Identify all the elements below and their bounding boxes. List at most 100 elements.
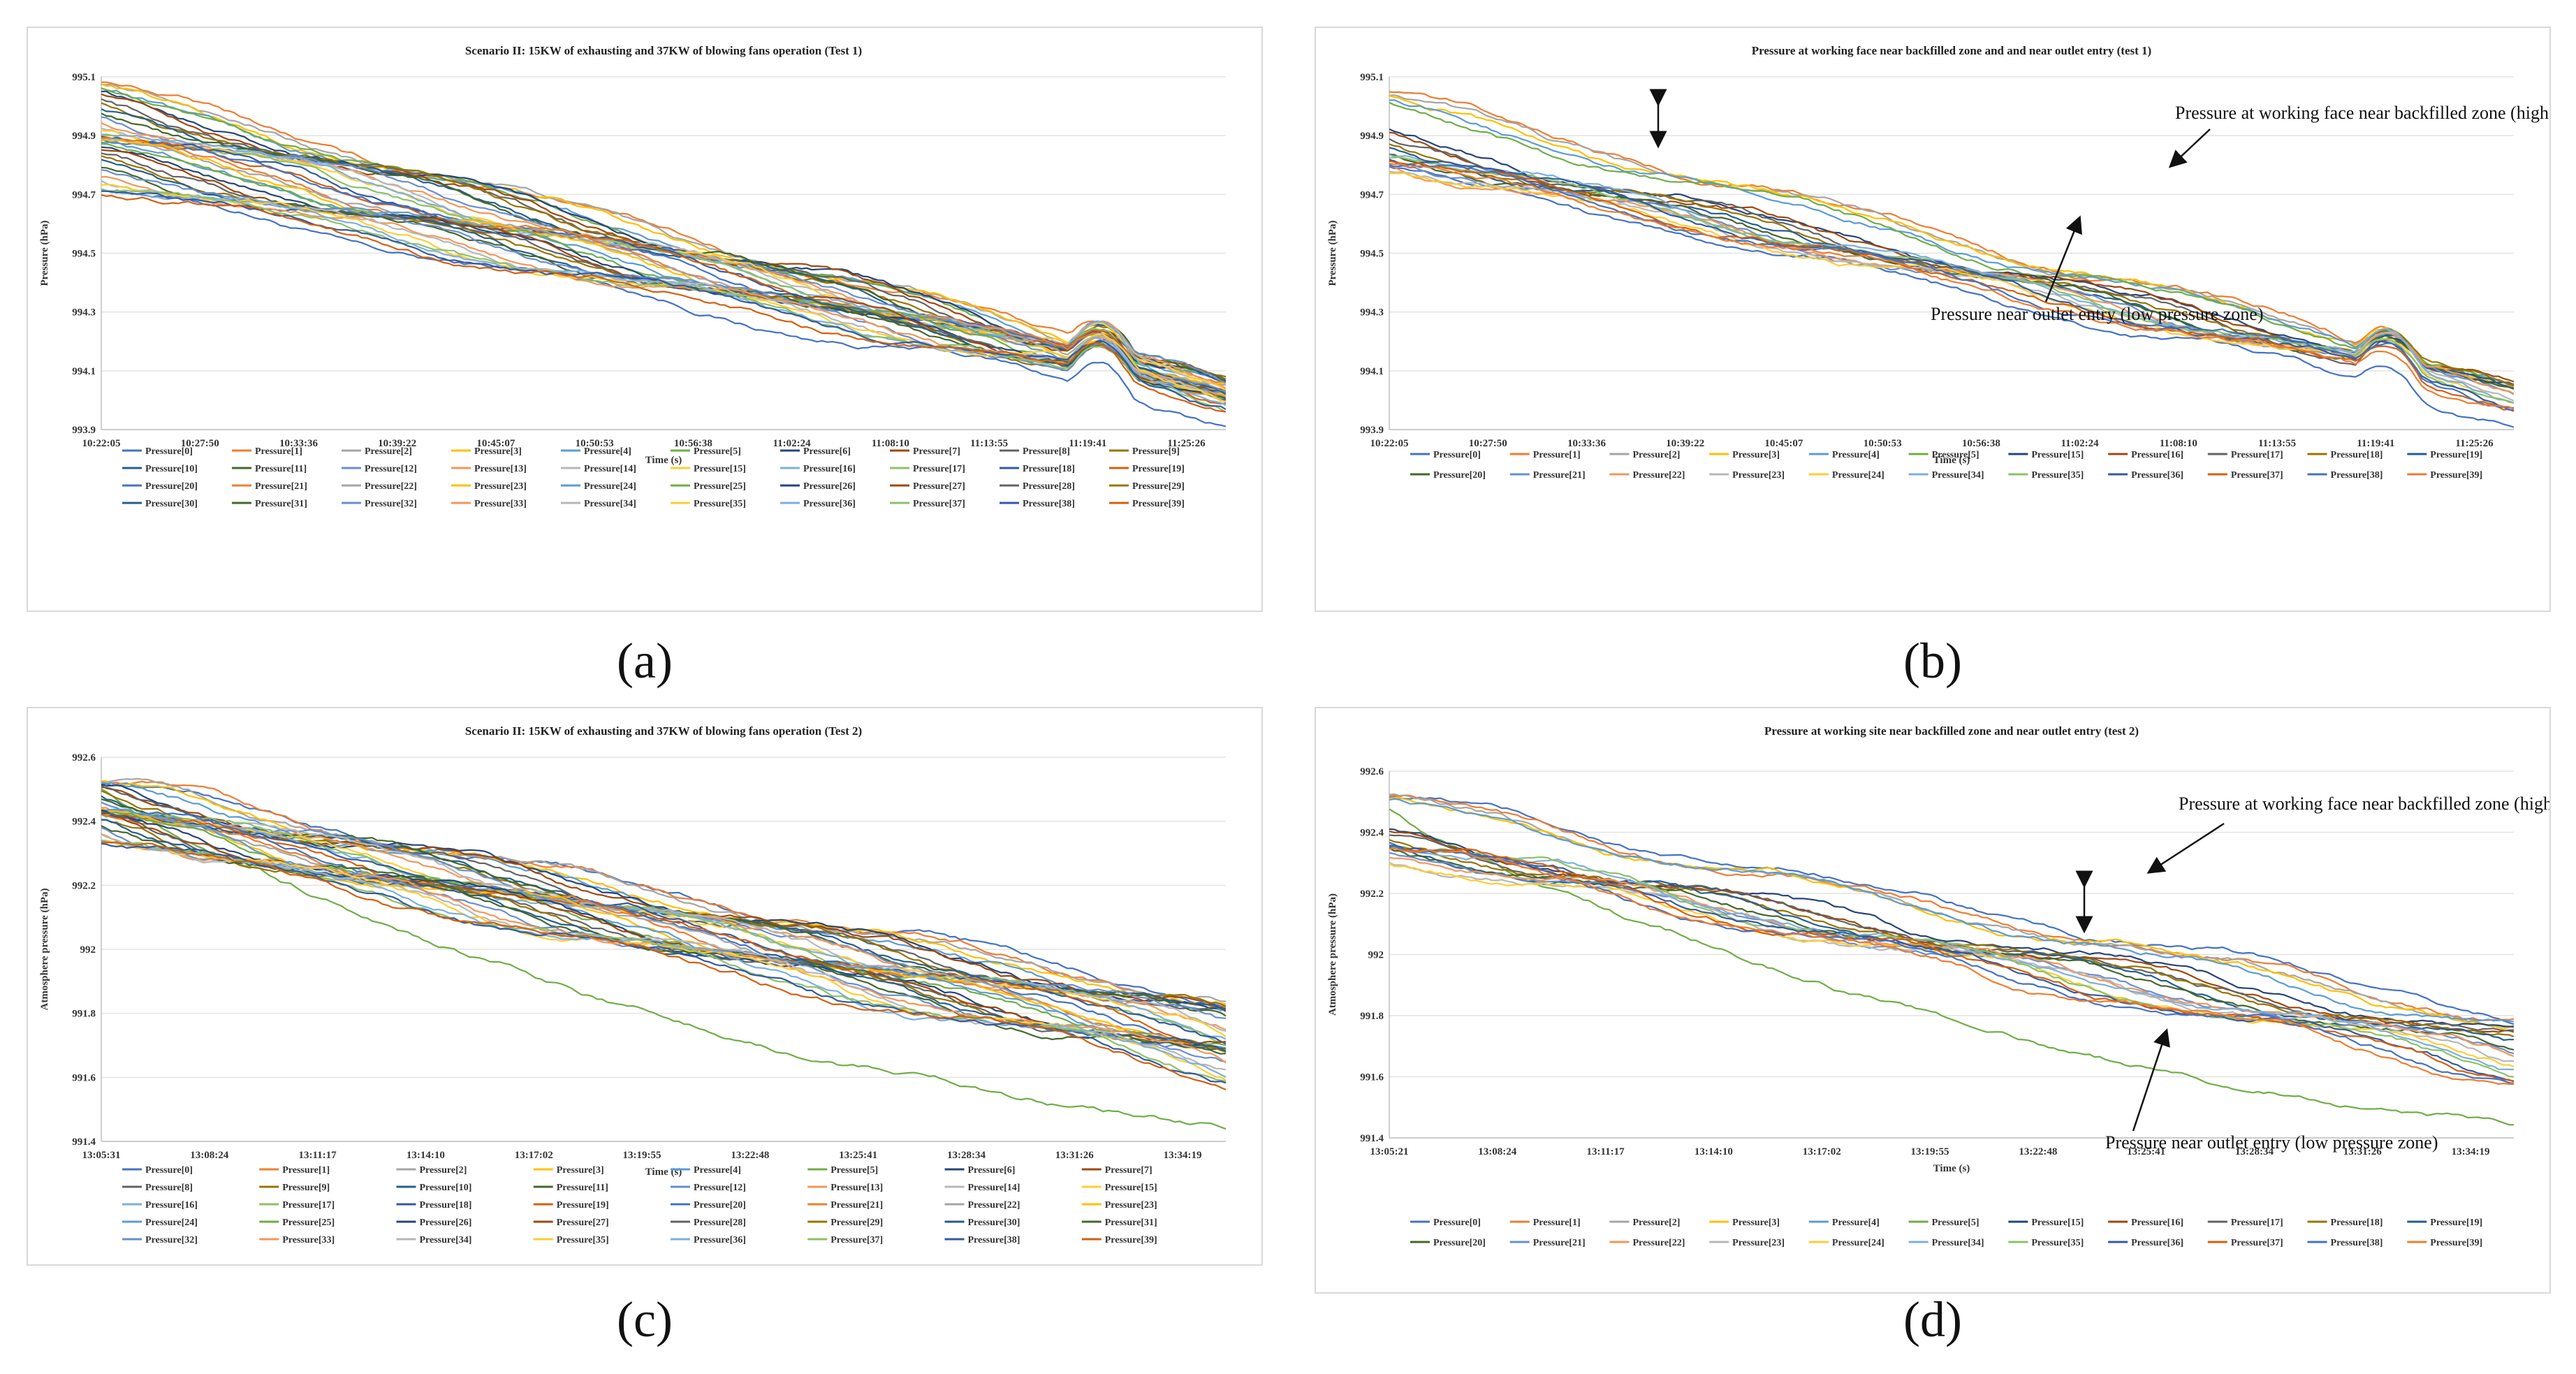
x-tick-label: 13:17:02 [515,1150,553,1161]
legend-label: Pressure[15] [1105,1183,1157,1193]
legend-label: Pressure[17] [2231,450,2283,460]
x-tick-label: 13:17:02 [1803,1146,1841,1157]
legend-label: Pressure[21] [255,481,307,492]
y-axis-label: Atmosphere pressure (hPa) [39,889,50,1011]
series-group [1389,793,2514,1126]
series-line [101,808,1226,1049]
x-tick-label: 13:34:19 [1164,1150,1202,1161]
x-tick-label: 11:25:26 [1167,438,1206,449]
x-tick-label: 13:05:21 [1370,1146,1409,1157]
legend-label: Pressure[4] [584,446,631,457]
legend-label: Pressure[3] [1732,1218,1780,1228]
legend-label: Pressure[25] [282,1218,335,1228]
series-line [101,137,1226,399]
x-tick-label: 10:22:05 [1370,438,1409,449]
legend-label: Pressure[19] [2430,1218,2482,1228]
legend-label: Pressure[14] [584,464,636,474]
legend-label: Pressure[23] [474,481,527,492]
chart-title: Pressure at working site near backfilled… [1764,724,2139,738]
series-line [101,138,1226,394]
x-tick-label: 11:13:55 [2258,438,2296,449]
legend-label: Pressure[11] [255,464,307,474]
arrow-high [2146,822,2225,874]
legend-label: Pressure[6] [803,446,851,457]
legend-label: Pressure[10] [420,1183,472,1193]
series-line [1389,91,2514,387]
legend-label: Pressure[4] [1832,450,1880,460]
arrow-high [2168,129,2211,168]
series-line [1389,101,2514,385]
legend-label: Pressure[23] [1105,1200,1157,1211]
series-line [101,155,1226,393]
legend-label: Pressure[24] [145,1218,198,1228]
x-tick-label: 13:25:41 [839,1150,877,1161]
series-line [101,189,1226,427]
legend-label: Pressure[2] [365,446,412,457]
x-tick-label: 10:39:22 [1666,438,1704,449]
x-tick-label: 13:19:55 [1911,1146,1949,1157]
legend-label: Pressure[23] [1732,470,1785,481]
chart-title: Scenario II: 15KW of exhausting and 37KW… [465,44,862,57]
series-line [1389,834,2514,1033]
y-tick-label: 991.8 [72,1009,96,1020]
y-tick-label: 992.2 [1360,889,1384,900]
legend-label: Pressure[34] [1932,1238,1984,1248]
legend-label: Pressure[21] [830,1200,883,1211]
x-tick-label: 13:31:26 [2343,1146,2382,1157]
series-group [1389,91,2514,428]
legend-label: Pressure[19] [1132,464,1185,474]
legend-label: Pressure[1] [255,446,302,457]
x-axis-label: Time (s) [645,455,682,466]
chart-panel-b: Pressure at working face near backfilled… [1315,27,2576,612]
series-line [1389,98,2514,386]
series-line [101,136,1226,405]
legend-label: Pressure[4] [1832,1218,1880,1228]
series-line [101,152,1226,393]
x-tick-label: 11:08:10 [2160,438,2197,449]
series-line [101,83,1226,386]
series-line [1389,156,2514,404]
legend-label: Pressure[4] [694,1165,741,1176]
y-tick-label: 991.4 [1360,1133,1384,1144]
series-line [1389,170,2514,402]
series-line [1389,828,2514,1028]
legend-label: Pressure[24] [1832,1238,1885,1248]
x-axis-label: Time (s) [645,1167,682,1178]
x-tick-label: 13:34:19 [2452,1146,2490,1157]
legend-label: Pressure[20] [1433,470,1486,481]
y-tick-label: 992.4 [72,817,96,828]
legend-label: Pressure[17] [913,464,965,474]
legend-label: Pressure[7] [1105,1165,1152,1176]
legend-label: Pressure[38] [968,1235,1020,1245]
series-line [101,102,1226,378]
series-line [101,841,1226,1082]
legend-label: Pressure[32] [145,1235,198,1245]
legend-label: Pressure[26] [803,481,856,492]
series-line [101,130,1226,391]
y-tick-label: 991.8 [1360,1011,1384,1022]
legend-label: Pressure[39] [1105,1235,1157,1245]
legend-label: Pressure[20] [694,1200,746,1211]
x-tick-label: 10:45:07 [476,438,515,449]
legend-label: Pressure[38] [1023,499,1075,509]
legend-label: Pressure[18] [2331,450,2383,460]
legend-label: Pressure[32] [365,499,417,509]
legend-label: Pressure[8] [1023,446,1070,457]
legend-label: Pressure[1] [282,1165,330,1176]
legend-label: Pressure[33] [474,499,527,509]
legend-label: Pressure[27] [913,481,965,492]
x-tick-label: 13:14:10 [407,1150,445,1161]
series-line [1389,154,2514,404]
y-axis-label: Atmosphere pressure (hPa) [1327,893,1338,1016]
series-line [1389,163,2514,411]
chart-panel-c: Scenario II: 15KW of exhausting and 37KW… [27,707,1263,1266]
legend-label: Pressure[29] [830,1218,883,1228]
series-line [101,810,1226,1049]
series-line [1389,160,2514,412]
legend-label: Pressure[38] [2331,1238,2383,1248]
x-tick-label: 10:27:50 [181,438,219,449]
legend-label: Pressure[36] [694,1235,746,1245]
x-tick-label: 13:19:55 [623,1150,661,1161]
series-line [101,194,1226,413]
y-tick-label: 993.9 [72,425,96,436]
